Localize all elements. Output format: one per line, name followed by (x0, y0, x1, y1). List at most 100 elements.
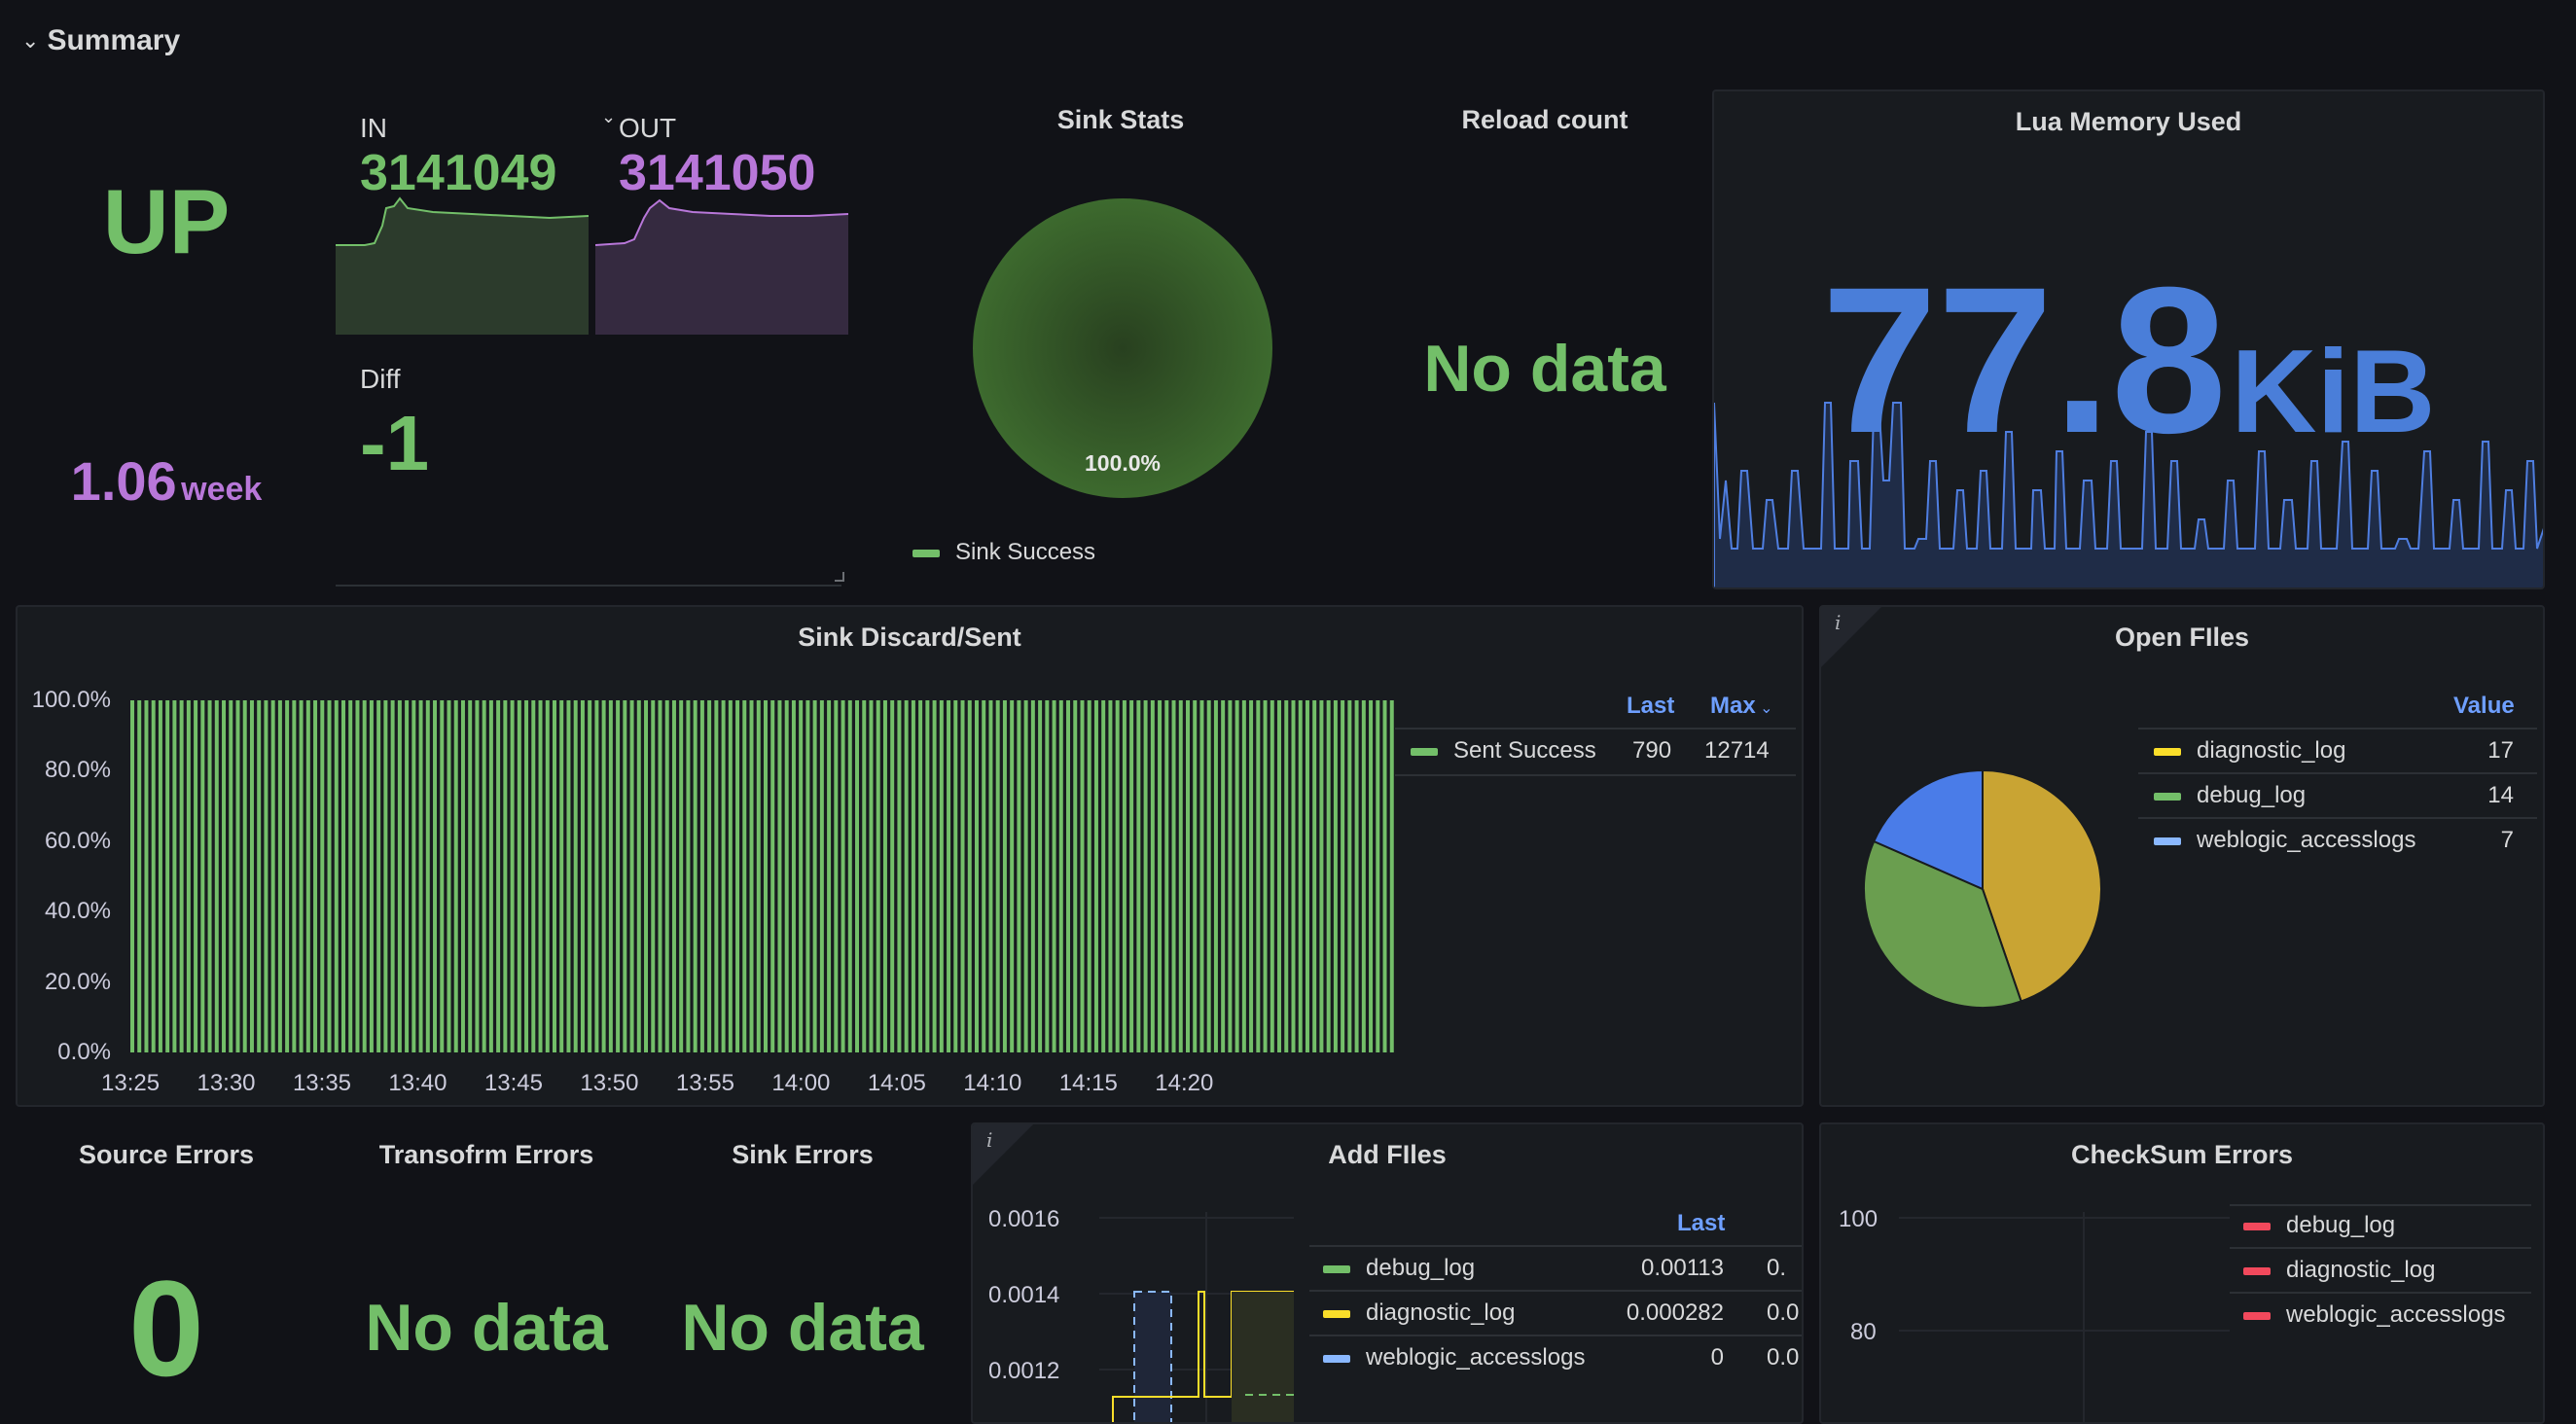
status-panel[interactable]: UP 1.06 week (16, 89, 317, 586)
y-tick-label: 100.0% (31, 687, 111, 713)
x-tick-label: 14:05 (867, 1070, 926, 1096)
bar (1058, 700, 1063, 1052)
lua-memory-panel[interactable]: Lua Memory Used 77.8 KiB (1712, 89, 2545, 589)
bar (172, 700, 177, 1052)
bar (693, 700, 698, 1052)
bar (553, 700, 556, 1052)
panel-title: Open FIles (2114, 623, 2250, 652)
legend-swatch (2243, 1222, 2271, 1230)
bar (1234, 700, 1239, 1052)
uptime-value: 1.06 (70, 450, 177, 512)
bar (1376, 700, 1380, 1052)
bar (1178, 700, 1183, 1052)
legend-item[interactable]: diagnostic_log (2154, 737, 2345, 765)
bar (904, 700, 909, 1052)
legend-header-value[interactable]: Value (2453, 693, 2515, 719)
bar (995, 700, 1000, 1052)
bar (376, 700, 381, 1052)
sink-stats-panel[interactable]: Sink Stats 100.0% Sink Success (868, 89, 1374, 586)
source-errors-panel[interactable]: Source Errors 0 (16, 1124, 317, 1412)
bar (369, 700, 374, 1052)
bar (784, 700, 789, 1052)
x-tick-label: 14:00 (771, 1070, 831, 1096)
legend-swatch (2243, 1311, 2271, 1320)
info-icon[interactable]: i (1835, 611, 1842, 634)
bar (947, 700, 951, 1052)
bar (869, 700, 874, 1052)
legend-last-value: 0 (1710, 1344, 1724, 1371)
bar (299, 700, 304, 1052)
bar (1010, 700, 1015, 1052)
bar (1199, 700, 1204, 1052)
legend-item[interactable]: weblogic_accesslogs (1323, 1344, 1585, 1371)
legend-item[interactable]: Sent Success (1411, 737, 1596, 765)
legend-header-max[interactable]: Max ⌄ (1710, 693, 1773, 720)
reload-count-panel[interactable]: Reload count No data (1389, 89, 1700, 586)
bar (405, 700, 410, 1052)
sink-discard-panel[interactable]: Sink Discard/Sent Last Max ⌄ Sent Succes… (16, 605, 1804, 1107)
bar (320, 700, 325, 1052)
no-data-value: No data (681, 1291, 924, 1365)
bar (1354, 700, 1359, 1052)
panel-title: CheckSum Errors (2070, 1140, 2294, 1169)
legend-item[interactable]: Sink Success (912, 539, 1095, 566)
legend-item[interactable]: debug_log (2243, 1212, 2395, 1239)
bar (1052, 700, 1056, 1052)
panel-title: Sink Stats (1056, 105, 1185, 134)
resize-handle[interactable] (835, 572, 844, 582)
bar (967, 700, 972, 1052)
status-value: UP (102, 170, 231, 272)
bar (488, 700, 493, 1052)
legend-header-last[interactable]: Last (1627, 693, 1675, 719)
transform-errors-panel[interactable]: Transofrm Errors No data (331, 1124, 642, 1412)
legend-row-divider (1395, 774, 1796, 776)
legend-swatch (2154, 747, 2181, 756)
bar (764, 700, 768, 1052)
bar (588, 700, 592, 1052)
legend-extra-value: 0. (1767, 1255, 1787, 1281)
bar (629, 700, 634, 1052)
summary-row-header[interactable]: ⌄ Summary (21, 21, 180, 60)
legend-extra-value: 0.0 (1767, 1344, 1800, 1371)
legend-item[interactable]: debug_log (1323, 1255, 1475, 1282)
open-files-panel[interactable]: i Open FIles Value diagnostic_log 17 deb… (1819, 605, 2545, 1107)
bar (1066, 700, 1071, 1052)
in-label: IN (360, 113, 387, 143)
x-tick-label: 14:20 (1155, 1070, 1214, 1096)
io-panel[interactable]: IN 3141049 ⌄ OUT 3141050 Diff -1 (331, 89, 856, 587)
bar (636, 700, 641, 1052)
bar (960, 700, 965, 1052)
bar (194, 700, 198, 1052)
legend-header-last[interactable]: Last (1677, 1210, 1726, 1236)
legend-swatch (1323, 1354, 1350, 1363)
x-tick-label: 14:15 (1058, 1070, 1118, 1096)
legend-item[interactable]: diagnostic_log (1323, 1299, 1515, 1327)
info-icon[interactable]: i (986, 1128, 993, 1152)
legend-item[interactable]: weblogic_accesslogs (2243, 1301, 2505, 1329)
sink-errors-panel[interactable]: Sink Errors No data (654, 1124, 951, 1412)
bar (137, 700, 142, 1052)
bar (1206, 700, 1211, 1052)
bar (264, 700, 268, 1052)
y-tick-label: 100 (1839, 1206, 1878, 1232)
bar (1347, 700, 1352, 1052)
add-files-panel[interactable]: i Add FIles 0.0016 0.0014 0.0012 Last de… (971, 1122, 1804, 1424)
bar (1256, 700, 1261, 1052)
bar (721, 700, 726, 1052)
bar (1213, 700, 1218, 1052)
checksum-errors-panel[interactable]: CheckSum Errors 100 80 debug_log diagnos… (1819, 1122, 2545, 1424)
bar (1087, 700, 1091, 1052)
bar (742, 700, 747, 1052)
bar (397, 700, 402, 1052)
bar (249, 700, 254, 1052)
legend-item[interactable]: diagnostic_log (2243, 1257, 2435, 1284)
x-tick-label: 13:25 (101, 1070, 161, 1096)
bar (658, 700, 662, 1052)
legend-item[interactable]: weblogic_accesslogs (2154, 827, 2415, 854)
bar (791, 700, 796, 1052)
x-tick-label: 13:55 (675, 1070, 734, 1096)
bar (200, 700, 205, 1052)
bar (601, 700, 606, 1052)
legend-item[interactable]: debug_log (2154, 782, 2306, 809)
bar (1150, 700, 1155, 1052)
